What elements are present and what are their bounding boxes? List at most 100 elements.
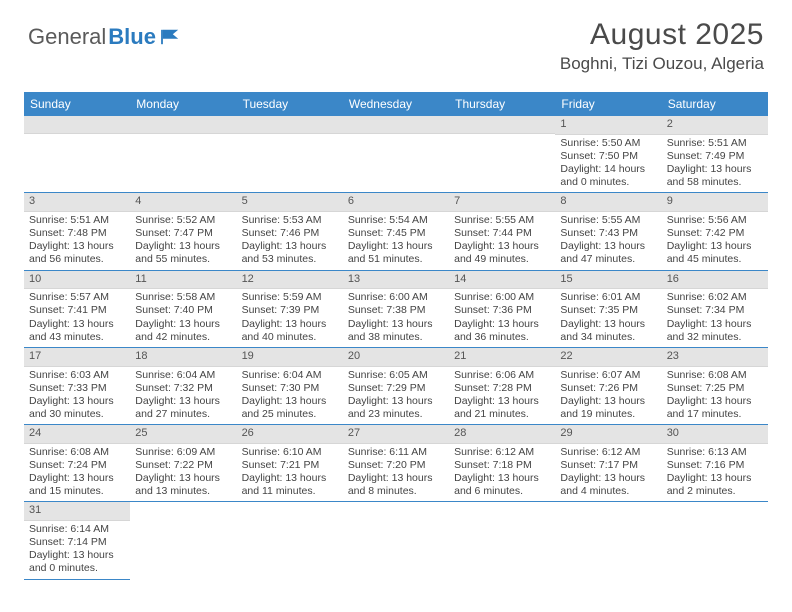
day-cell: 15Sunrise: 6:01 AMSunset: 7:35 PMDayligh…: [555, 271, 661, 348]
sunrise-line: Sunrise: 6:01 AM: [560, 291, 656, 304]
week-row: 3Sunrise: 5:51 AMSunset: 7:48 PMDaylight…: [24, 193, 768, 270]
sunset-line: Sunset: 7:34 PM: [667, 304, 763, 317]
daylight-line: Daylight: 13 hours and 2 minutes.: [667, 472, 763, 498]
day-number: 6: [343, 193, 449, 212]
day-cell: [130, 116, 236, 193]
sunrise-line: Sunrise: 5:51 AM: [29, 214, 125, 227]
day-cell: 4Sunrise: 5:52 AMSunset: 7:47 PMDaylight…: [130, 193, 236, 270]
day-body: Sunrise: 6:01 AMSunset: 7:35 PMDaylight:…: [555, 289, 661, 347]
day-cell: 9Sunrise: 5:56 AMSunset: 7:42 PMDaylight…: [662, 193, 768, 270]
daylight-line: Daylight: 13 hours and 8 minutes.: [348, 472, 444, 498]
sunrise-line: Sunrise: 6:07 AM: [560, 369, 656, 382]
sunrise-line: Sunrise: 5:55 AM: [560, 214, 656, 227]
sunrise-line: Sunrise: 6:11 AM: [348, 446, 444, 459]
day-number: 4: [130, 193, 236, 212]
sunrise-line: Sunrise: 6:14 AM: [29, 523, 125, 536]
day-number: 10: [24, 271, 130, 290]
sunset-line: Sunset: 7:25 PM: [667, 382, 763, 395]
day-cell: 19Sunrise: 6:04 AMSunset: 7:30 PMDayligh…: [237, 348, 343, 425]
week-row: 31Sunrise: 6:14 AMSunset: 7:14 PMDayligh…: [24, 502, 768, 579]
sunset-line: Sunset: 7:46 PM: [242, 227, 338, 240]
day-body: Sunrise: 6:14 AMSunset: 7:14 PMDaylight:…: [24, 521, 130, 579]
sunset-line: Sunset: 7:29 PM: [348, 382, 444, 395]
month-title: August 2025: [560, 18, 764, 52]
sunrise-line: Sunrise: 6:00 AM: [454, 291, 550, 304]
sunset-line: Sunset: 7:22 PM: [135, 459, 231, 472]
day-number: 27: [343, 425, 449, 444]
empty-daynum-bar: [130, 116, 236, 134]
day-body: Sunrise: 5:58 AMSunset: 7:40 PMDaylight:…: [130, 289, 236, 347]
day-cell: 10Sunrise: 5:57 AMSunset: 7:41 PMDayligh…: [24, 271, 130, 348]
day-number: 3: [24, 193, 130, 212]
sunrise-line: Sunrise: 6:08 AM: [667, 369, 763, 382]
day-body: Sunrise: 5:53 AMSunset: 7:46 PMDaylight:…: [237, 212, 343, 270]
day-cell: [130, 502, 236, 579]
day-cell: [343, 502, 449, 579]
daylight-line: Daylight: 13 hours and 6 minutes.: [454, 472, 550, 498]
day-number: 11: [130, 271, 236, 290]
daylight-line: Daylight: 13 hours and 13 minutes.: [135, 472, 231, 498]
daylight-line: Daylight: 13 hours and 53 minutes.: [242, 240, 338, 266]
day-number: 19: [237, 348, 343, 367]
day-cell: 12Sunrise: 5:59 AMSunset: 7:39 PMDayligh…: [237, 271, 343, 348]
day-body: Sunrise: 6:12 AMSunset: 7:18 PMDaylight:…: [449, 444, 555, 502]
day-body: Sunrise: 6:04 AMSunset: 7:30 PMDaylight:…: [237, 367, 343, 425]
sunrise-line: Sunrise: 6:00 AM: [348, 291, 444, 304]
day-cell: 20Sunrise: 6:05 AMSunset: 7:29 PMDayligh…: [343, 348, 449, 425]
day-header-cell: Thursday: [449, 92, 555, 116]
sunset-line: Sunset: 7:42 PM: [667, 227, 763, 240]
sunrise-line: Sunrise: 6:06 AM: [454, 369, 550, 382]
day-cell: [555, 502, 661, 579]
sunrise-line: Sunrise: 5:59 AM: [242, 291, 338, 304]
day-cell: 11Sunrise: 5:58 AMSunset: 7:40 PMDayligh…: [130, 271, 236, 348]
day-cell: 5Sunrise: 5:53 AMSunset: 7:46 PMDaylight…: [237, 193, 343, 270]
daylight-line: Daylight: 13 hours and 23 minutes.: [348, 395, 444, 421]
daylight-line: Daylight: 13 hours and 0 minutes.: [29, 549, 125, 575]
sunrise-line: Sunrise: 6:10 AM: [242, 446, 338, 459]
day-cell: [24, 116, 130, 193]
daylight-line: Daylight: 13 hours and 43 minutes.: [29, 318, 125, 344]
logo-text-general: General: [28, 24, 106, 50]
day-cell: 6Sunrise: 5:54 AMSunset: 7:45 PMDaylight…: [343, 193, 449, 270]
day-header-cell: Sunday: [24, 92, 130, 116]
sunrise-line: Sunrise: 6:12 AM: [454, 446, 550, 459]
sunrise-line: Sunrise: 6:09 AM: [135, 446, 231, 459]
day-body: Sunrise: 6:03 AMSunset: 7:33 PMDaylight:…: [24, 367, 130, 425]
empty-daynum-bar: [237, 116, 343, 134]
daylight-line: Daylight: 13 hours and 42 minutes.: [135, 318, 231, 344]
day-number: 13: [343, 271, 449, 290]
day-number: 17: [24, 348, 130, 367]
day-cell: [237, 116, 343, 193]
day-cell: 30Sunrise: 6:13 AMSunset: 7:16 PMDayligh…: [662, 425, 768, 502]
day-number: 31: [24, 502, 130, 521]
sunset-line: Sunset: 7:41 PM: [29, 304, 125, 317]
day-body: Sunrise: 5:52 AMSunset: 7:47 PMDaylight:…: [130, 212, 236, 270]
sunrise-line: Sunrise: 6:03 AM: [29, 369, 125, 382]
day-number: 26: [237, 425, 343, 444]
day-body: Sunrise: 6:04 AMSunset: 7:32 PMDaylight:…: [130, 367, 236, 425]
day-cell: 29Sunrise: 6:12 AMSunset: 7:17 PMDayligh…: [555, 425, 661, 502]
day-cell: 27Sunrise: 6:11 AMSunset: 7:20 PMDayligh…: [343, 425, 449, 502]
daylight-line: Daylight: 13 hours and 51 minutes.: [348, 240, 444, 266]
sunset-line: Sunset: 7:45 PM: [348, 227, 444, 240]
sunrise-line: Sunrise: 5:51 AM: [667, 137, 763, 150]
sunset-line: Sunset: 7:28 PM: [454, 382, 550, 395]
day-body: Sunrise: 6:06 AMSunset: 7:28 PMDaylight:…: [449, 367, 555, 425]
daylight-line: Daylight: 13 hours and 21 minutes.: [454, 395, 550, 421]
day-number: 22: [555, 348, 661, 367]
sunset-line: Sunset: 7:49 PM: [667, 150, 763, 163]
sunset-line: Sunset: 7:38 PM: [348, 304, 444, 317]
empty-daynum-bar: [343, 116, 449, 134]
day-body: Sunrise: 6:12 AMSunset: 7:17 PMDaylight:…: [555, 444, 661, 502]
day-header-cell: Tuesday: [237, 92, 343, 116]
day-cell: 18Sunrise: 6:04 AMSunset: 7:32 PMDayligh…: [130, 348, 236, 425]
day-cell: 25Sunrise: 6:09 AMSunset: 7:22 PMDayligh…: [130, 425, 236, 502]
calendar-body: 1Sunrise: 5:50 AMSunset: 7:50 PMDaylight…: [24, 116, 768, 580]
daylight-line: Daylight: 13 hours and 55 minutes.: [135, 240, 231, 266]
day-body: Sunrise: 6:00 AMSunset: 7:36 PMDaylight:…: [449, 289, 555, 347]
sunrise-line: Sunrise: 6:02 AM: [667, 291, 763, 304]
sunset-line: Sunset: 7:24 PM: [29, 459, 125, 472]
daylight-line: Daylight: 13 hours and 38 minutes.: [348, 318, 444, 344]
day-body: Sunrise: 5:57 AMSunset: 7:41 PMDaylight:…: [24, 289, 130, 347]
day-body: Sunrise: 6:08 AMSunset: 7:25 PMDaylight:…: [662, 367, 768, 425]
